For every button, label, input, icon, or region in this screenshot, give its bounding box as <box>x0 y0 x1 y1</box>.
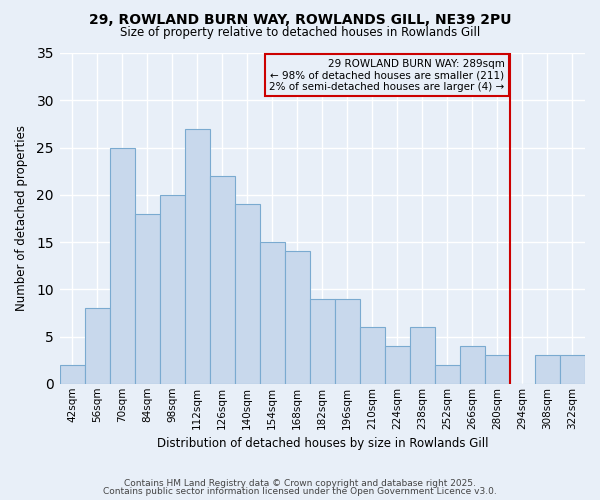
Text: Size of property relative to detached houses in Rowlands Gill: Size of property relative to detached ho… <box>120 26 480 39</box>
Bar <box>185 128 209 384</box>
Bar <box>310 298 335 384</box>
Bar <box>560 356 585 384</box>
Bar <box>285 252 310 384</box>
Text: Contains public sector information licensed under the Open Government Licence v3: Contains public sector information licen… <box>103 487 497 496</box>
Bar <box>235 204 260 384</box>
Bar <box>535 356 560 384</box>
Text: Contains HM Land Registry data © Crown copyright and database right 2025.: Contains HM Land Registry data © Crown c… <box>124 478 476 488</box>
Bar <box>110 148 134 384</box>
Text: 29, ROWLAND BURN WAY, ROWLANDS GILL, NE39 2PU: 29, ROWLAND BURN WAY, ROWLANDS GILL, NE3… <box>89 12 511 26</box>
Text: 29 ROWLAND BURN WAY: 289sqm
← 98% of detached houses are smaller (211)
2% of sem: 29 ROWLAND BURN WAY: 289sqm ← 98% of det… <box>269 58 505 92</box>
Bar <box>160 195 185 384</box>
Bar <box>485 356 510 384</box>
Bar <box>335 298 360 384</box>
Bar <box>134 214 160 384</box>
Bar <box>85 308 110 384</box>
Bar <box>360 327 385 384</box>
Bar <box>460 346 485 384</box>
Y-axis label: Number of detached properties: Number of detached properties <box>15 126 28 312</box>
Bar <box>59 365 85 384</box>
Bar <box>385 346 410 384</box>
Bar <box>209 176 235 384</box>
Bar <box>260 242 285 384</box>
Bar <box>435 365 460 384</box>
X-axis label: Distribution of detached houses by size in Rowlands Gill: Distribution of detached houses by size … <box>157 437 488 450</box>
Bar <box>410 327 435 384</box>
